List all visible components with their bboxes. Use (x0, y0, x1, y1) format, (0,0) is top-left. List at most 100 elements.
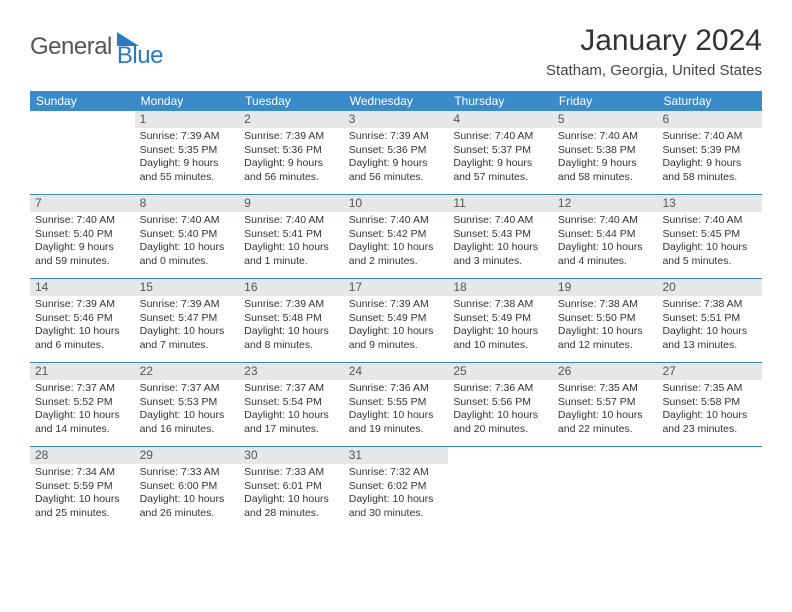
daylight-text: Daylight: 10 hours and 14 minutes. (35, 409, 130, 436)
sunset-text: Sunset: 5:36 PM (349, 144, 444, 157)
day-number: 4 (448, 111, 553, 128)
daylight-text: Daylight: 10 hours and 16 minutes. (140, 409, 235, 436)
calendar-cell (657, 447, 762, 531)
calendar-cell: 6Sunrise: 7:40 AMSunset: 5:39 PMDaylight… (657, 111, 762, 194)
day-header: Thursday (448, 91, 553, 111)
day-header: Saturday (657, 91, 762, 111)
day-header: Tuesday (239, 91, 344, 111)
sunset-text: Sunset: 6:00 PM (140, 480, 235, 493)
sunrise-text: Sunrise: 7:40 AM (244, 214, 339, 227)
logo-text-general: General (30, 33, 112, 61)
calendar-cell: 30Sunrise: 7:33 AMSunset: 6:01 PMDayligh… (239, 447, 344, 531)
logo: General Blue (30, 24, 163, 70)
calendar-cell: 23 Sunrise: 7:37 AMSunset: 5:54 PMDayligh… (239, 363, 344, 446)
calendar-cell: 19Sunrise: 7:38 AMSunset: 5:50 PMDayligh… (553, 279, 658, 362)
daylight-text: Daylight: 10 hours and 4 minutes. (558, 241, 653, 268)
cell-body: Sunrise: 7:40 AMSunset: 5:42 PMDaylight:… (344, 214, 449, 272)
daylight-text: Daylight: 10 hours and 22 minutes. (558, 409, 653, 436)
calendar-cell: 13Sunrise: 7:40 AMSunset: 5:45 PMDayligh… (657, 195, 762, 278)
day-number: 20 (657, 279, 762, 296)
cell-body: Sunrise: 7:37 AMSunset: 5:54 PMDaylight:… (239, 382, 344, 440)
calendar-cell (553, 447, 658, 531)
sunrise-text: Sunrise: 7:34 AM (35, 466, 130, 479)
cell-body: Sunrise: 7:40 AMSunset: 5:41 PMDaylight:… (239, 214, 344, 272)
day-header: Sunday (30, 91, 135, 111)
sunrise-text: Sunrise: 7:40 AM (558, 214, 653, 227)
sunset-text: Sunset: 5:38 PM (558, 144, 653, 157)
sunset-text: Sunset: 5:49 PM (453, 312, 548, 325)
sunset-text: Sunset: 5:56 PM (453, 396, 548, 409)
cell-body: Sunrise: 7:38 AMSunset: 5:51 PMDaylight:… (657, 298, 762, 356)
daylight-text: Daylight: 10 hours and 6 minutes. (35, 325, 130, 352)
title-block: January 2024 Statham, Georgia, United St… (546, 24, 762, 79)
sunrise-text: Sunrise: 7:36 AM (453, 382, 548, 395)
daylight-text: Daylight: 9 hours and 59 minutes. (35, 241, 130, 268)
day-number: 12 (553, 195, 658, 212)
sunset-text: Sunset: 5:42 PM (349, 228, 444, 241)
sunrise-text: Sunrise: 7:38 AM (453, 298, 548, 311)
calendar-cell: 25 Sunrise: 7:36 AMSunset: 5:56 PMDayligh… (448, 363, 553, 446)
daylight-text: Daylight: 10 hours and 5 minutes. (662, 241, 757, 268)
sunrise-text: Sunrise: 7:39 AM (140, 298, 235, 311)
sunrise-text: Sunrise: 7:40 AM (662, 214, 757, 227)
day-number: 25 (448, 363, 553, 380)
calendar-cell: 22Sunrise: 7:37 AMSunset: 5:53 PMDayligh… (135, 363, 240, 446)
day-number: 6 (657, 111, 762, 128)
sunset-text: Sunset: 5:53 PM (140, 396, 235, 409)
cell-body: Sunrise: 7:39 AMSunset: 5:35 PMDaylight:… (135, 130, 240, 188)
sunset-text: Sunset: 6:01 PM (244, 480, 339, 493)
calendar-cell: 28Sunrise: 7:34 AMSunset: 5:59 PMDayligh… (30, 447, 135, 531)
day-number: 29 (135, 447, 240, 464)
sunrise-text: Sunrise: 7:35 AM (558, 382, 653, 395)
sunrise-text: Sunrise: 7:40 AM (662, 130, 757, 143)
sunrise-text: Sunrise: 7:40 AM (140, 214, 235, 227)
sunset-text: Sunset: 5:46 PM (35, 312, 130, 325)
cell-body: Sunrise: 7:37 AMSunset: 5:53 PMDaylight:… (135, 382, 240, 440)
day-number: 1 (135, 111, 240, 128)
cell-body: Sunrise: 7:39 AMSunset: 5:46 PMDaylight:… (30, 298, 135, 356)
calendar-cell: 24Sunrise: 7:36 AMSunset: 5:55 PMDayligh… (344, 363, 449, 446)
cell-body: Sunrise: 7:39 AMSunset: 5:47 PMDaylight:… (135, 298, 240, 356)
day-number: 23 (239, 363, 344, 380)
daylight-text: Daylight: 9 hours and 55 minutes. (140, 157, 235, 184)
day-number: 30 (239, 447, 344, 464)
calendar-cell: 7Sunrise: 7:40 AMSunset: 5:40 PMDaylight… (30, 195, 135, 278)
sunset-text: Sunset: 5:44 PM (558, 228, 653, 241)
sunset-text: Sunset: 5:51 PM (662, 312, 757, 325)
calendar-cell: 29Sunrise: 7:33 AMSunset: 6:00 PMDayligh… (135, 447, 240, 531)
day-number: 15 (135, 279, 240, 296)
sunrise-text: Sunrise: 7:40 AM (453, 214, 548, 227)
calendar-cell: 20 Sunrise: 7:38 AMSunset: 5:51 PMDayligh… (657, 279, 762, 362)
calendar-cell: 16Sunrise: 7:39 AMSunset: 5:48 PMDayligh… (239, 279, 344, 362)
sunrise-text: Sunrise: 7:39 AM (244, 298, 339, 311)
calendar-cell: 1 Sunrise: 7:39 AMSunset: 5:35 PMDaylight… (135, 111, 240, 194)
daylight-text: Daylight: 10 hours and 12 minutes. (558, 325, 653, 352)
week-row: 21Sunrise: 7:37 AMSunset: 5:52 PMDayligh… (30, 363, 762, 447)
sunrise-text: Sunrise: 7:37 AM (35, 382, 130, 395)
calendar: SundayMondayTuesdayWednesdayThursdayFrid… (30, 91, 762, 531)
sunset-text: Sunset: 5:36 PM (244, 144, 339, 157)
day-number: 10 (344, 195, 449, 212)
day-number: 28 (30, 447, 135, 464)
daylight-text: Daylight: 10 hours and 20 minutes. (453, 409, 548, 436)
day-number: 13 (657, 195, 762, 212)
calendar-cell: 21Sunrise: 7:37 AMSunset: 5:52 PMDayligh… (30, 363, 135, 446)
calendar-cell: 27Sunrise: 7:35 AMSunset: 5:58 PMDayligh… (657, 363, 762, 446)
calendar-cell: 26Sunrise: 7:35 AMSunset: 5:57 PMDayligh… (553, 363, 658, 446)
sunrise-text: Sunrise: 7:37 AM (244, 382, 339, 395)
calendar-cell: 11Sunrise: 7:40 AMSunset: 5:43 PMDayligh… (448, 195, 553, 278)
sunset-text: Sunset: 5:57 PM (558, 396, 653, 409)
day-headers-row: SundayMondayTuesdayWednesdayThursdayFrid… (30, 91, 762, 111)
calendar-cell: 31Sunrise: 7:32 AMSunset: 6:02 PMDayligh… (344, 447, 449, 531)
daylight-text: Daylight: 9 hours and 57 minutes. (453, 157, 548, 184)
sunset-text: Sunset: 5:59 PM (35, 480, 130, 493)
week-row: 14Sunrise: 7:39 AMSunset: 5:46 PMDayligh… (30, 279, 762, 363)
sunset-text: Sunset: 5:48 PM (244, 312, 339, 325)
daylight-text: Daylight: 10 hours and 7 minutes. (140, 325, 235, 352)
daylight-text: Daylight: 9 hours and 56 minutes. (349, 157, 444, 184)
calendar-cell: 10 Sunrise: 7:40 AMSunset: 5:42 PMDayligh… (344, 195, 449, 278)
header: General Blue January 2024 Statham, Georg… (0, 0, 792, 83)
daylight-text: Daylight: 10 hours and 0 minutes. (140, 241, 235, 268)
logo-text-blue: Blue (117, 42, 163, 70)
sunset-text: Sunset: 5:40 PM (35, 228, 130, 241)
